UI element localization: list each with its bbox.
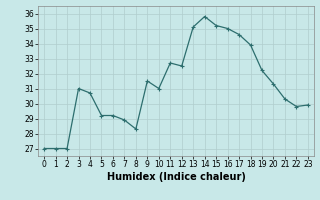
X-axis label: Humidex (Indice chaleur): Humidex (Indice chaleur) xyxy=(107,172,245,182)
